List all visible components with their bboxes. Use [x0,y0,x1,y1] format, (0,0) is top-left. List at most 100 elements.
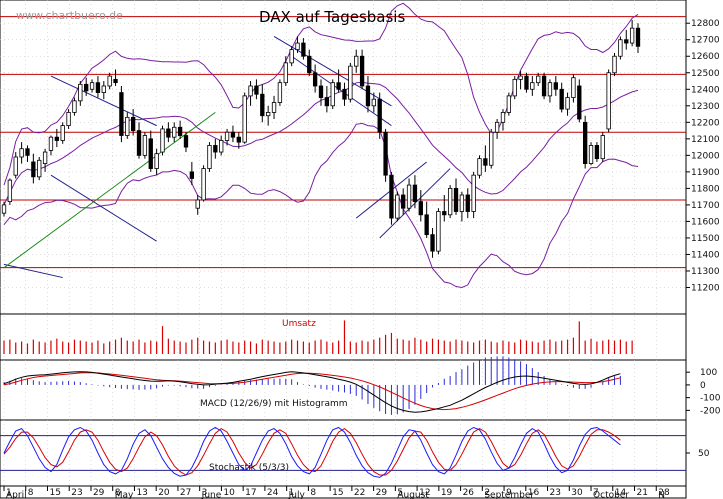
candle-body [183,135,189,148]
price-tick-label: 11500 [691,234,720,244]
candle-body [166,128,171,138]
candle-body [336,82,341,90]
volume-bars [3,320,633,354]
candle-body [207,145,212,169]
trendline [50,75,157,127]
candle-body [48,136,54,151]
candle-body [559,88,564,110]
date-tick-label: 14 [615,488,627,498]
trendline [3,263,63,279]
candle-body [524,75,529,90]
candle-body [541,75,547,97]
candle-body [330,82,335,107]
date-tick-label: 17 [245,488,256,498]
date-tick-label: 27 [180,488,191,498]
date-tick-label: 15 [332,488,343,498]
price-tick-label: 11400 [691,250,720,260]
month-label: July [288,491,306,499]
month-label: April [6,491,27,499]
candle-body [136,130,142,156]
candle-body [307,55,312,74]
price-tick-label: 11800 [691,184,720,194]
date-tick-label: 19 [441,488,453,498]
date-tick-label: 9 [506,488,512,498]
candle-body [547,82,553,97]
date-tick-label: 29 [93,488,105,498]
bollinger-lower [3,122,639,289]
candle-body [348,65,353,100]
price-tick-label: 12500 [691,69,720,79]
price-tick-label: 12100 [691,135,720,145]
candle-body [318,85,324,98]
candle-body [506,95,512,113]
candle-body [512,78,517,97]
candle-body [125,116,130,136]
candle-body [266,112,271,117]
candle-body [518,75,523,80]
candle-body [359,55,365,87]
candle-body [60,125,65,141]
chart-title: DAX auf Tagesbasis [259,8,405,26]
candle-body [113,78,118,84]
price-tick-label: 11300 [691,267,720,277]
candle-body [271,102,277,113]
candle-body [295,42,300,51]
date-tick-label: 10 [223,488,235,498]
price-tick-label: 12600 [691,52,720,62]
candle-body [312,72,318,87]
date-tick-label: 13 [136,488,147,498]
support-resistance-lines [0,16,686,269]
price-axis: 11200 11300 11400 11500 11600 11700 11800 11900… [686,19,720,293]
date-tick-label: 1 [6,488,12,498]
candle-body [583,121,588,165]
date-tick-label: 8 [115,488,121,498]
date-tick-label: 26 [463,488,475,498]
candle-body [301,42,306,57]
candle-body [1,204,7,214]
stochastic-series: 50 [0,426,710,478]
candle-body [189,171,195,179]
candle-body [19,148,24,158]
candle-body [154,153,159,169]
candle-body [260,93,265,117]
candle-body [172,126,177,138]
date-tick-label: 8 [310,488,316,498]
month-label: August [397,491,429,499]
date-tick-label: 23 [71,488,82,498]
candle-body [618,39,623,57]
candle-body [401,194,406,209]
date-tick-label: 22 [354,488,365,498]
candle-body [236,136,241,143]
candle-body [283,62,288,84]
month-label: May [115,491,134,499]
candle-body [219,140,224,153]
candle-body [612,55,617,74]
candle-body [177,126,183,136]
date-tick-label: 21 [637,488,648,498]
price-tick-label: 11700 [691,201,720,211]
candle-body [412,184,418,202]
price-tick-label: 12000 [691,151,720,161]
candle-body [430,234,435,252]
candle-body [459,194,465,212]
candle-body [624,39,629,44]
price-tick-label: 11900 [691,168,720,178]
candle-body [471,174,476,212]
candle-body [553,82,558,90]
candle-body [254,85,259,95]
candlesticks [1,19,641,258]
date-tick-label: 30 [571,488,583,498]
candle-body [383,131,388,176]
date-tick-label: 16 [528,488,540,498]
candle-body [588,145,594,165]
price-tick-label: 12200 [691,118,720,128]
date-tick-label: 3 [202,488,208,498]
candle-body [377,98,382,133]
candle-body [289,49,294,64]
candle-body [42,151,48,165]
date-tick-label: 28 [658,488,670,498]
date-tick-label: 1 [289,488,295,498]
candle-body [201,168,206,201]
